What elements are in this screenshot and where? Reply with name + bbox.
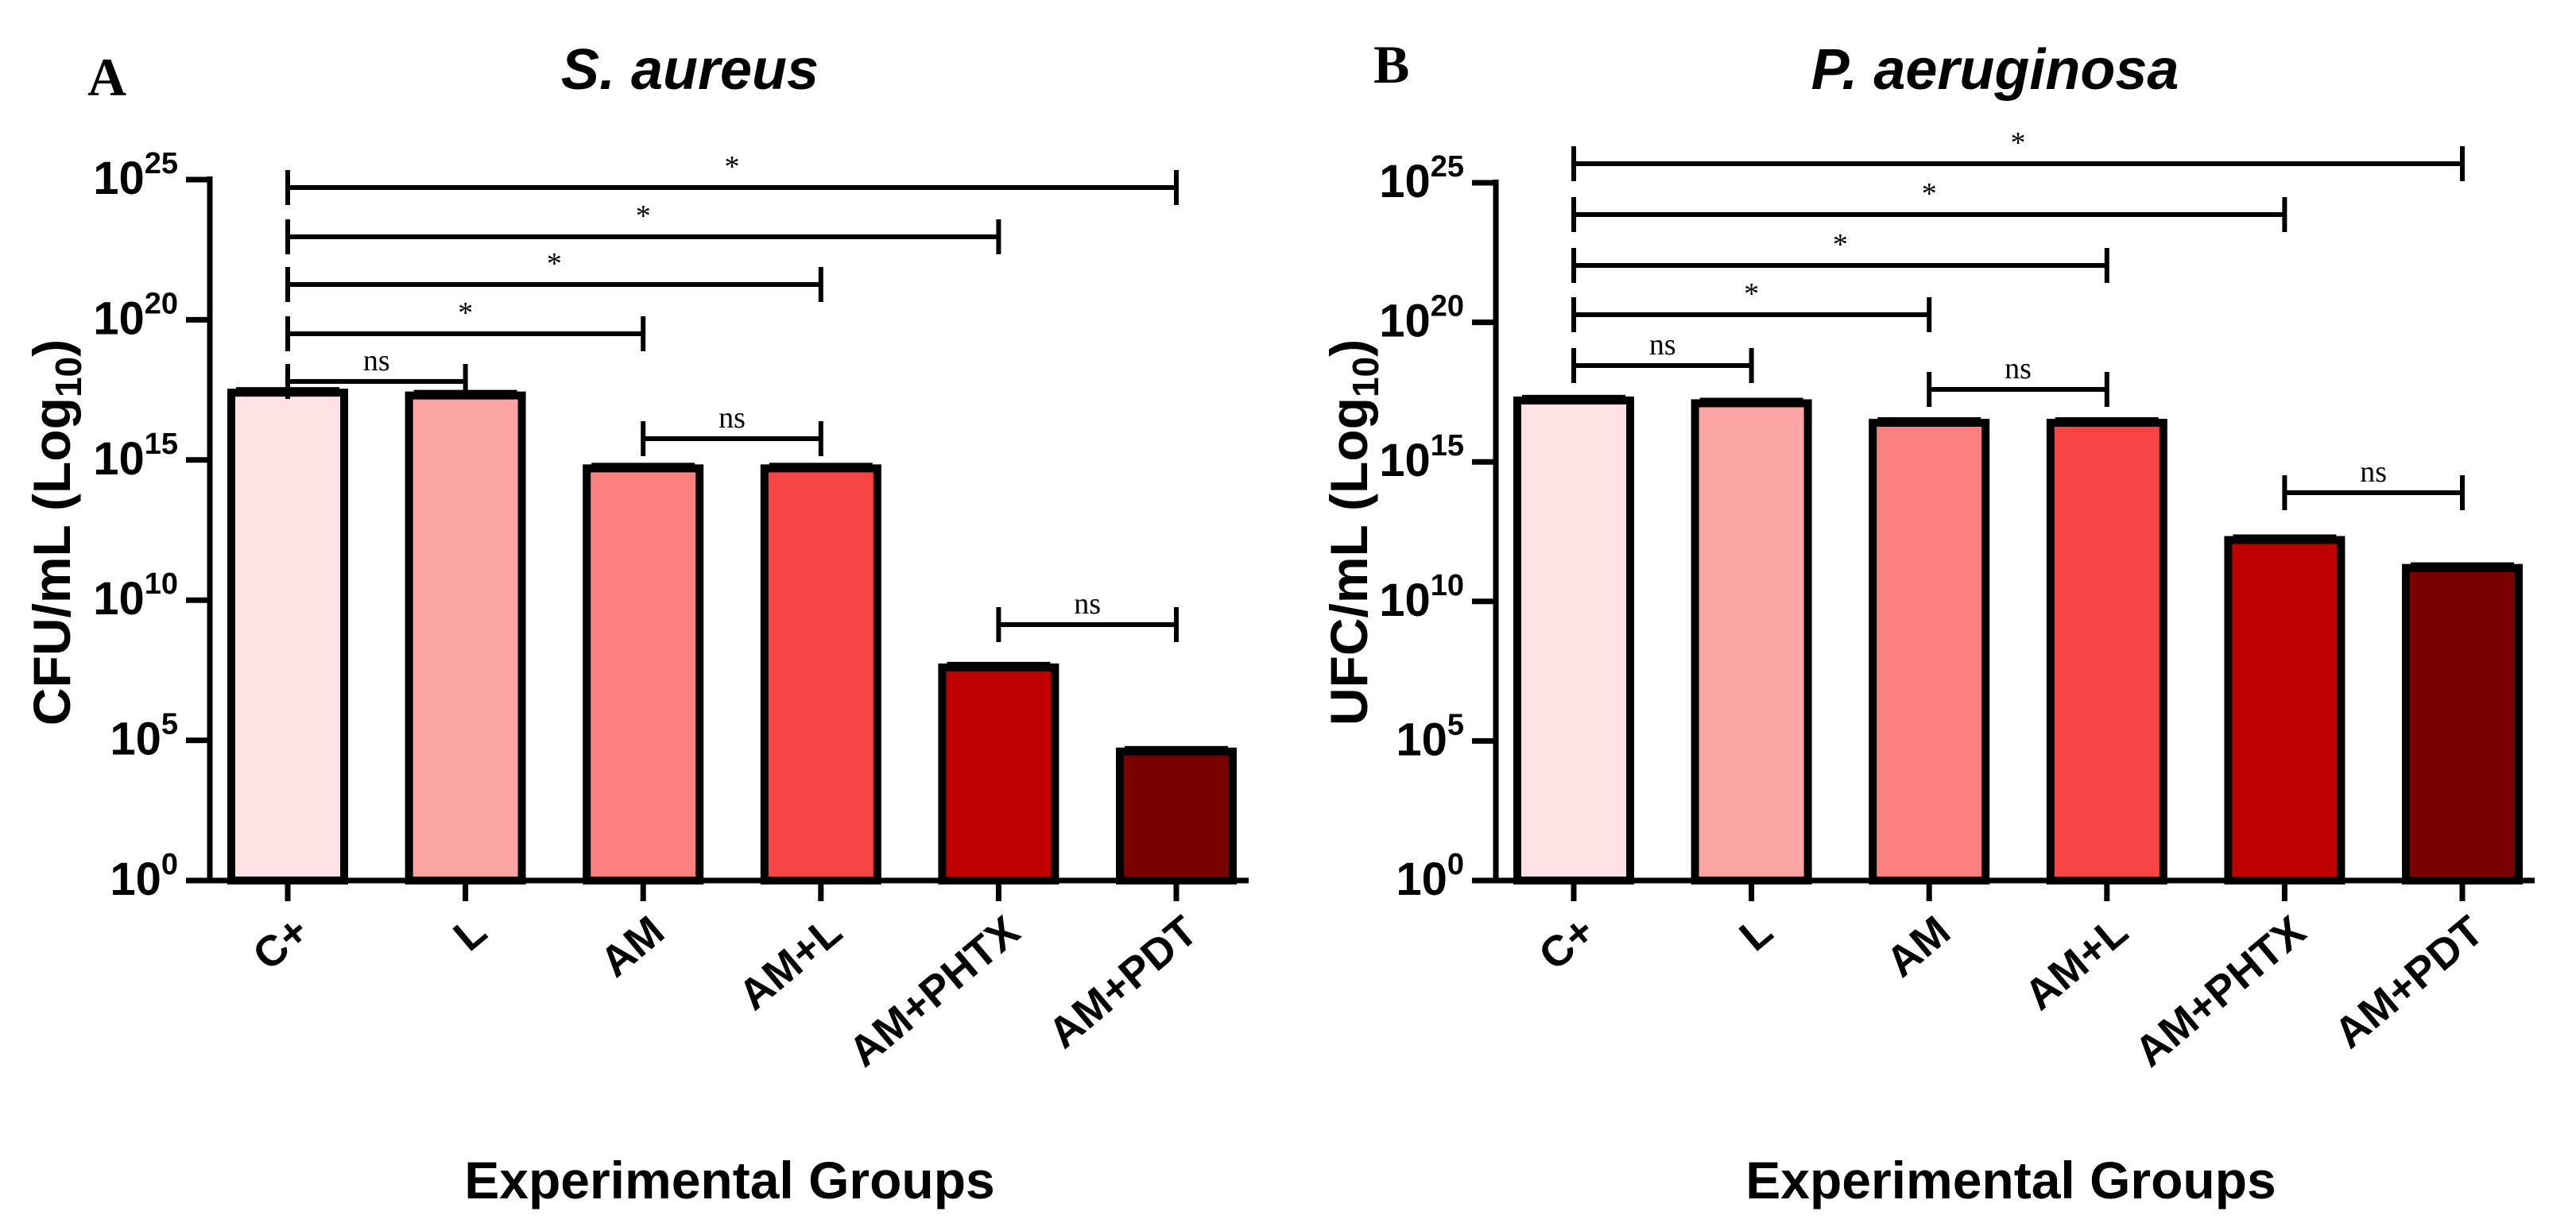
category-label-1: L <box>444 907 495 960</box>
chart-panel-b: B P. aeruginosa 100 105 1010 1015 1020 1025 C+ L A… <box>1319 34 2535 1210</box>
significance-label-6: ns <box>1074 587 1101 621</box>
significance-label-5: ns <box>719 401 746 435</box>
significance-label-0: * <box>725 150 740 184</box>
category-label-5: AM+PDT <box>2326 907 2493 1058</box>
panel-letter: B <box>1373 34 1409 95</box>
y-tick-label-4: 1020 <box>1379 290 1464 347</box>
bar-3 <box>2046 419 2167 884</box>
panel-letter: A <box>87 47 126 107</box>
y-tick-label-5: 1025 <box>93 147 178 204</box>
significance-label-3: * <box>458 296 473 330</box>
bar-3 <box>760 464 881 884</box>
bar-1 <box>405 391 526 884</box>
bar-2 <box>583 464 704 884</box>
bar-5 <box>2402 563 2523 884</box>
y-tick-label-1: 105 <box>1396 708 1464 765</box>
category-label-3: AM+L <box>2016 907 2136 1019</box>
bar-0 <box>1513 396 1634 885</box>
category-label-0: C+ <box>1530 907 1604 979</box>
y-tick-label-3: 1015 <box>1379 429 1464 486</box>
y-axis-label: UFC/mL (Log10) <box>1319 339 1386 726</box>
y-tick-label-1: 105 <box>110 708 178 765</box>
category-label-4: AM+PHTX <box>840 907 1028 1076</box>
significance-label-1: * <box>1922 177 1937 211</box>
significance-label-2: * <box>547 247 562 281</box>
chart-title: P. aeruginosa <box>1811 38 2179 102</box>
category-label-0: C+ <box>244 907 318 979</box>
bar-1 <box>1691 399 1812 884</box>
y-axis-label: CFU/mL (Log10) <box>22 339 89 726</box>
y-tick-label-4: 1020 <box>93 287 178 344</box>
bar-2 <box>1869 419 1990 884</box>
significance-label-0: * <box>2011 126 2026 160</box>
y-tick-label-2: 1010 <box>1379 569 1464 626</box>
y-tick-label-2: 1010 <box>93 567 178 625</box>
x-axis-label: Experimental Groups <box>1745 1151 2276 1210</box>
significance-label-3: * <box>1744 277 1759 311</box>
significance-label-4: ns <box>1649 328 1676 362</box>
bar-4 <box>938 663 1059 884</box>
category-label-3: AM+L <box>730 907 850 1019</box>
x-axis-label: Experimental Groups <box>464 1151 995 1210</box>
category-label-2: AM <box>591 907 673 986</box>
category-label-4: AM+PHTX <box>2126 907 2315 1076</box>
y-tick-label-0: 100 <box>1396 848 1464 905</box>
category-label-2: AM <box>1877 907 1959 986</box>
y-tick-label-3: 1015 <box>93 428 178 485</box>
category-label-1: L <box>1730 907 1781 960</box>
bar-5 <box>1116 747 1237 884</box>
y-tick-label-5: 1025 <box>1379 150 1464 207</box>
significance-label-4: ns <box>363 344 390 377</box>
y-tick-label-0: 100 <box>110 848 178 905</box>
bar-4 <box>2224 536 2346 884</box>
bar-0 <box>227 389 348 884</box>
chart-title: S. aureus <box>561 38 819 102</box>
significance-label-1: * <box>636 199 651 233</box>
significance-label-2: * <box>1833 228 1848 261</box>
significance-label-6: ns <box>2360 455 2387 489</box>
chart-panel-a: A S. aureus 100 105 1010 1015 1020 1025 C+ L AM AM+… <box>22 38 1249 1210</box>
category-label-5: AM+PDT <box>1040 907 1207 1058</box>
significance-label-5: ns <box>2005 352 2032 385</box>
